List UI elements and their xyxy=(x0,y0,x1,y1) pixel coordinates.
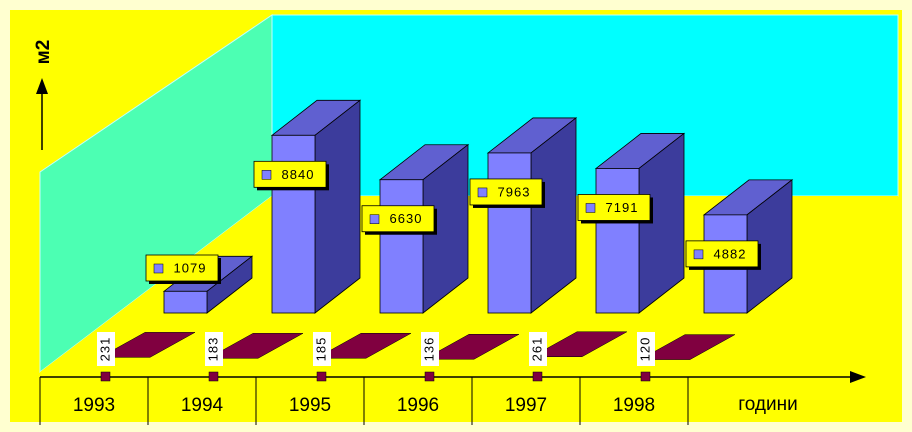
label-box xyxy=(529,332,547,366)
x-tick-label: 1996 xyxy=(397,395,439,416)
x-tick-label: 1997 xyxy=(505,395,547,416)
bar xyxy=(487,152,532,314)
data-label: 6630 xyxy=(390,211,423,226)
data-label: 261 xyxy=(529,337,544,362)
data-label: 1079 xyxy=(174,260,207,275)
x-axis-arrow xyxy=(850,371,866,383)
label-key xyxy=(585,203,596,213)
bar xyxy=(163,290,208,314)
label-key xyxy=(640,371,651,382)
label-key xyxy=(532,371,543,382)
data-label: 7191 xyxy=(606,200,639,215)
bar-side xyxy=(314,99,361,314)
label-box xyxy=(637,332,655,366)
bar xyxy=(595,168,640,314)
label-key xyxy=(477,187,488,198)
x-tick-label: 1998 xyxy=(613,395,655,416)
label-key xyxy=(100,371,111,382)
front-bar xyxy=(315,333,412,359)
front-bar xyxy=(639,334,736,360)
label-box xyxy=(97,332,115,366)
label-box xyxy=(421,332,439,366)
label-key xyxy=(208,371,219,382)
bar-side xyxy=(530,117,577,314)
label-key xyxy=(316,371,327,382)
label-key xyxy=(424,371,435,382)
x-tick-label: 1994 xyxy=(181,395,224,416)
y-axis-arrow xyxy=(36,78,48,94)
data-label: 136 xyxy=(421,337,436,362)
label-key xyxy=(153,263,164,274)
data-label: 183 xyxy=(205,337,220,362)
label-key xyxy=(693,249,704,260)
y-axis-label: м2 xyxy=(33,40,54,65)
front-bar xyxy=(99,332,196,358)
x-axis-label: години xyxy=(738,394,797,415)
label-box xyxy=(205,332,223,366)
front-bar xyxy=(531,331,628,358)
bar xyxy=(379,179,424,314)
front-bar xyxy=(423,334,520,360)
data-label: 4882 xyxy=(714,246,747,261)
label-key xyxy=(261,170,272,180)
front-bar xyxy=(207,333,304,359)
data-label: 185 xyxy=(313,337,328,362)
data-label: 8840 xyxy=(282,167,315,182)
x-tick-label: 1995 xyxy=(289,395,331,416)
label-box xyxy=(313,332,331,366)
back-wall xyxy=(271,14,899,197)
label-key xyxy=(369,214,380,224)
data-label: 120 xyxy=(637,337,652,362)
data-label: 7963 xyxy=(498,184,531,199)
data-label: 231 xyxy=(97,337,112,362)
x-tick-label: 1993 xyxy=(73,395,115,416)
